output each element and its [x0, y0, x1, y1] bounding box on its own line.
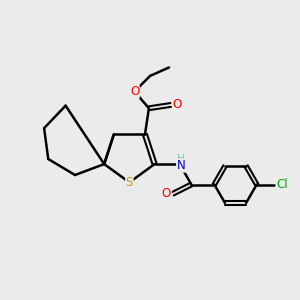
- Text: S: S: [126, 176, 133, 189]
- Text: O: O: [162, 187, 171, 200]
- Text: O: O: [172, 98, 182, 112]
- Text: H: H: [177, 154, 185, 164]
- Text: N: N: [177, 159, 185, 172]
- Text: O: O: [130, 85, 139, 98]
- Text: Cl: Cl: [277, 178, 288, 191]
